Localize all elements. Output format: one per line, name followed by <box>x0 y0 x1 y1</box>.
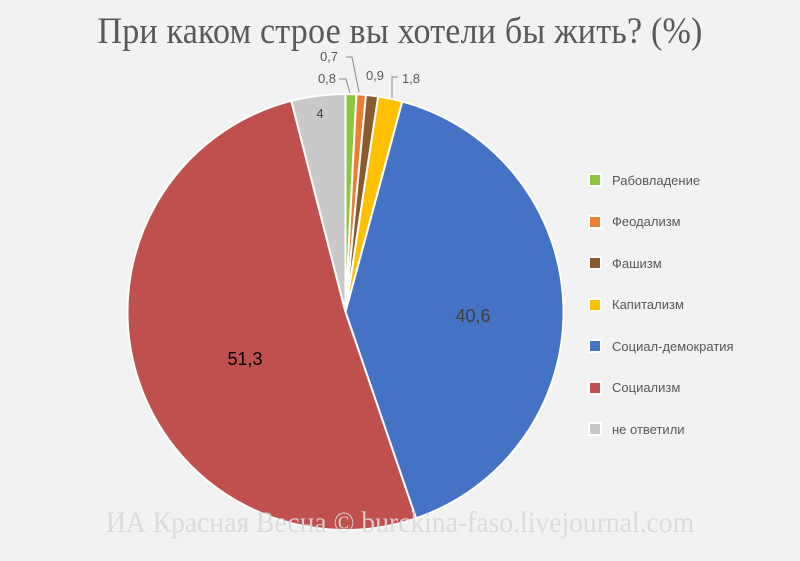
legend-item-capitalism[interactable]: Капитализм <box>588 295 798 315</box>
legend-item-feudalism[interactable]: Феодализм <box>588 212 798 232</box>
legend-swatch-icon <box>588 380 602 395</box>
legend-swatch-icon <box>588 214 602 229</box>
data-label: 4 <box>316 106 323 121</box>
data-label: 51,3 <box>227 349 262 369</box>
data-label: 40,6 <box>455 306 490 326</box>
legend-swatch-icon <box>588 173 602 187</box>
legend-label: Фашизм <box>612 255 662 271</box>
legend-swatch-icon <box>588 339 602 353</box>
chart-title: При каком строе вы хотели бы жить? (%) <box>97 11 703 52</box>
legend-swatch-icon <box>588 422 602 436</box>
legend-label: Социализм <box>612 380 681 395</box>
pie-slice[interactable] <box>344 100 565 520</box>
data-label: 0,9 <box>366 68 384 83</box>
legend-item-no-answer[interactable]: не ответили <box>588 419 798 439</box>
data-label: 0,7 <box>320 49 338 64</box>
legend-swatch-icon <box>588 297 602 312</box>
data-label: 1,8 <box>402 71 420 86</box>
legend-item-socialism[interactable]: Социализм <box>588 378 798 398</box>
leader-line <box>391 76 398 98</box>
legend-item-social-democracy[interactable]: Социал-демократия <box>588 336 798 356</box>
legend-label: Социал-демократия <box>612 338 734 354</box>
legend-label: Феодализм <box>612 214 681 229</box>
pie-slice[interactable] <box>126 99 418 531</box>
leader-line <box>339 78 351 94</box>
data-label: 0,8 <box>318 71 336 86</box>
legend-swatch-icon <box>588 256 602 270</box>
legend: Рабовладение Феодализм Фашизм Капитализм… <box>588 170 798 461</box>
leader-line <box>346 56 360 93</box>
pie-slice[interactable] <box>290 92 347 313</box>
legend-item-slavery[interactable]: Рабовладение <box>588 170 798 190</box>
legend-label: не ответили <box>612 421 685 437</box>
legend-label: Рабовладение <box>612 172 701 188</box>
legend-label: Капитализм <box>612 297 684 312</box>
legend-item-fascism[interactable]: Фашизм <box>588 253 798 273</box>
watermark: ИА Красная Весна © burckina-faso.livejou… <box>105 506 695 539</box>
